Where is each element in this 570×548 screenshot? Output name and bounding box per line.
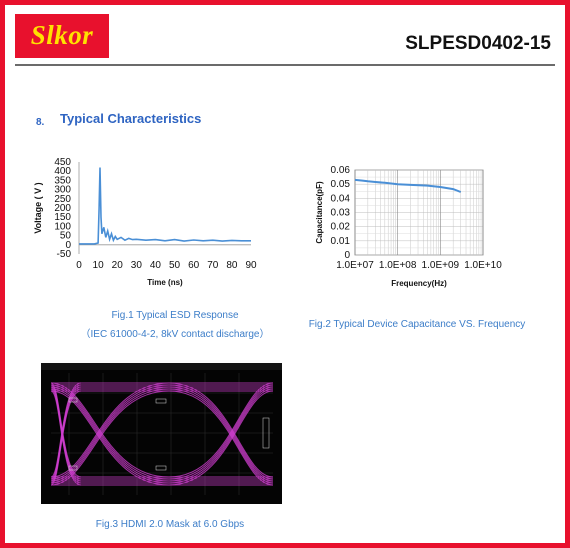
eye-trace (50, 382, 274, 478)
x-tick-label: 1.0E+08 (379, 260, 417, 271)
y-tick-label: 0.05 (331, 179, 351, 190)
header-divider (15, 64, 555, 66)
part-number: SLPESD0402-15 (405, 33, 551, 54)
y-tick-label: 200 (54, 203, 71, 214)
eye-diagram (41, 363, 282, 504)
eye-trace (50, 384, 274, 480)
eye-trace (50, 386, 274, 482)
y-tick-label: 0.04 (331, 193, 351, 204)
x-axis-label: Time (ns) (147, 278, 183, 287)
x-tick-label: 80 (226, 260, 238, 271)
y-tick-label: 300 (54, 185, 71, 196)
eye-trace (50, 382, 274, 478)
y-tick-label: 0.06 (331, 165, 351, 176)
y-tick-label: 100 (54, 221, 71, 232)
eye-diagram-plot (41, 363, 282, 495)
eye-trace (50, 386, 274, 482)
company-logo: Slkor (15, 14, 109, 58)
capacitance-chart: 1.0E+07 1.0E+08 1.0E+09 1.0E+10 0.06 0.05 0.04… (315, 165, 502, 288)
x-tick-label: 70 (207, 260, 219, 271)
y-tick-label: 0.01 (331, 236, 351, 247)
x-tick-label: 30 (131, 260, 143, 271)
y-tick-label: 0 (344, 250, 350, 261)
y-axis-label: Voltage ( V ) (33, 182, 43, 233)
x-tick-label: 1.0E+09 (422, 260, 460, 271)
y-tick-label: 150 (54, 212, 71, 223)
y-tick-label: 50 (60, 231, 72, 242)
y-tick-label: 0.02 (331, 222, 351, 233)
x-tick-label: 1.0E+07 (336, 260, 374, 271)
y-tick-label: 0 (65, 240, 71, 251)
fig1-caption-line2: （IEC 61000-4-2, 8kV contact discharge） (80, 329, 270, 340)
eye-trace (50, 390, 82, 486)
eye-trace (50, 384, 274, 480)
y-tick-label: 450 (54, 157, 71, 168)
logo-text: Slkor (30, 20, 94, 50)
y-tick-label: 0.03 (331, 208, 351, 219)
datasheet-page: Slkor SLPESD0402-15 8. Typical Character… (5, 5, 565, 543)
x-tick-label: 20 (112, 260, 124, 271)
eye-trace (50, 390, 274, 486)
x-tick-label: 50 (169, 260, 181, 271)
fig3-caption: Fig.3 HDMI 2.0 Mask at 6.0 Gbps (95, 519, 245, 530)
x-tick-label: 10 (93, 260, 105, 271)
x-tick-label: 1.0E+10 (464, 260, 502, 271)
capacitance-series (354, 178, 462, 193)
x-tick-label: 90 (245, 260, 257, 271)
section-title: Typical Characteristics (60, 111, 202, 126)
fig1-caption-line1: Fig.1 Typical ESD Response (111, 310, 239, 321)
x-tick-label: 60 (188, 260, 200, 271)
y-tick-label: -50 (57, 249, 72, 260)
y-axis-label: Capacitance(pF) (315, 181, 324, 244)
x-tick-label: 0 (76, 260, 82, 271)
eye-trace (50, 388, 274, 484)
eye-trace (50, 388, 274, 484)
x-axis-label: Frequency(Hz) (391, 279, 447, 288)
esd-voltage-series (79, 167, 251, 245)
section-number: 8. (36, 117, 45, 128)
y-tick-label: 250 (54, 194, 71, 205)
x-tick-label: 40 (150, 260, 162, 271)
eye-trace (50, 390, 274, 486)
y-tick-label: 400 (54, 166, 71, 177)
fig2-caption: Fig.2 Typical Device Capacitance VS. Fre… (308, 319, 526, 330)
y-tick-label: 350 (54, 175, 71, 186)
